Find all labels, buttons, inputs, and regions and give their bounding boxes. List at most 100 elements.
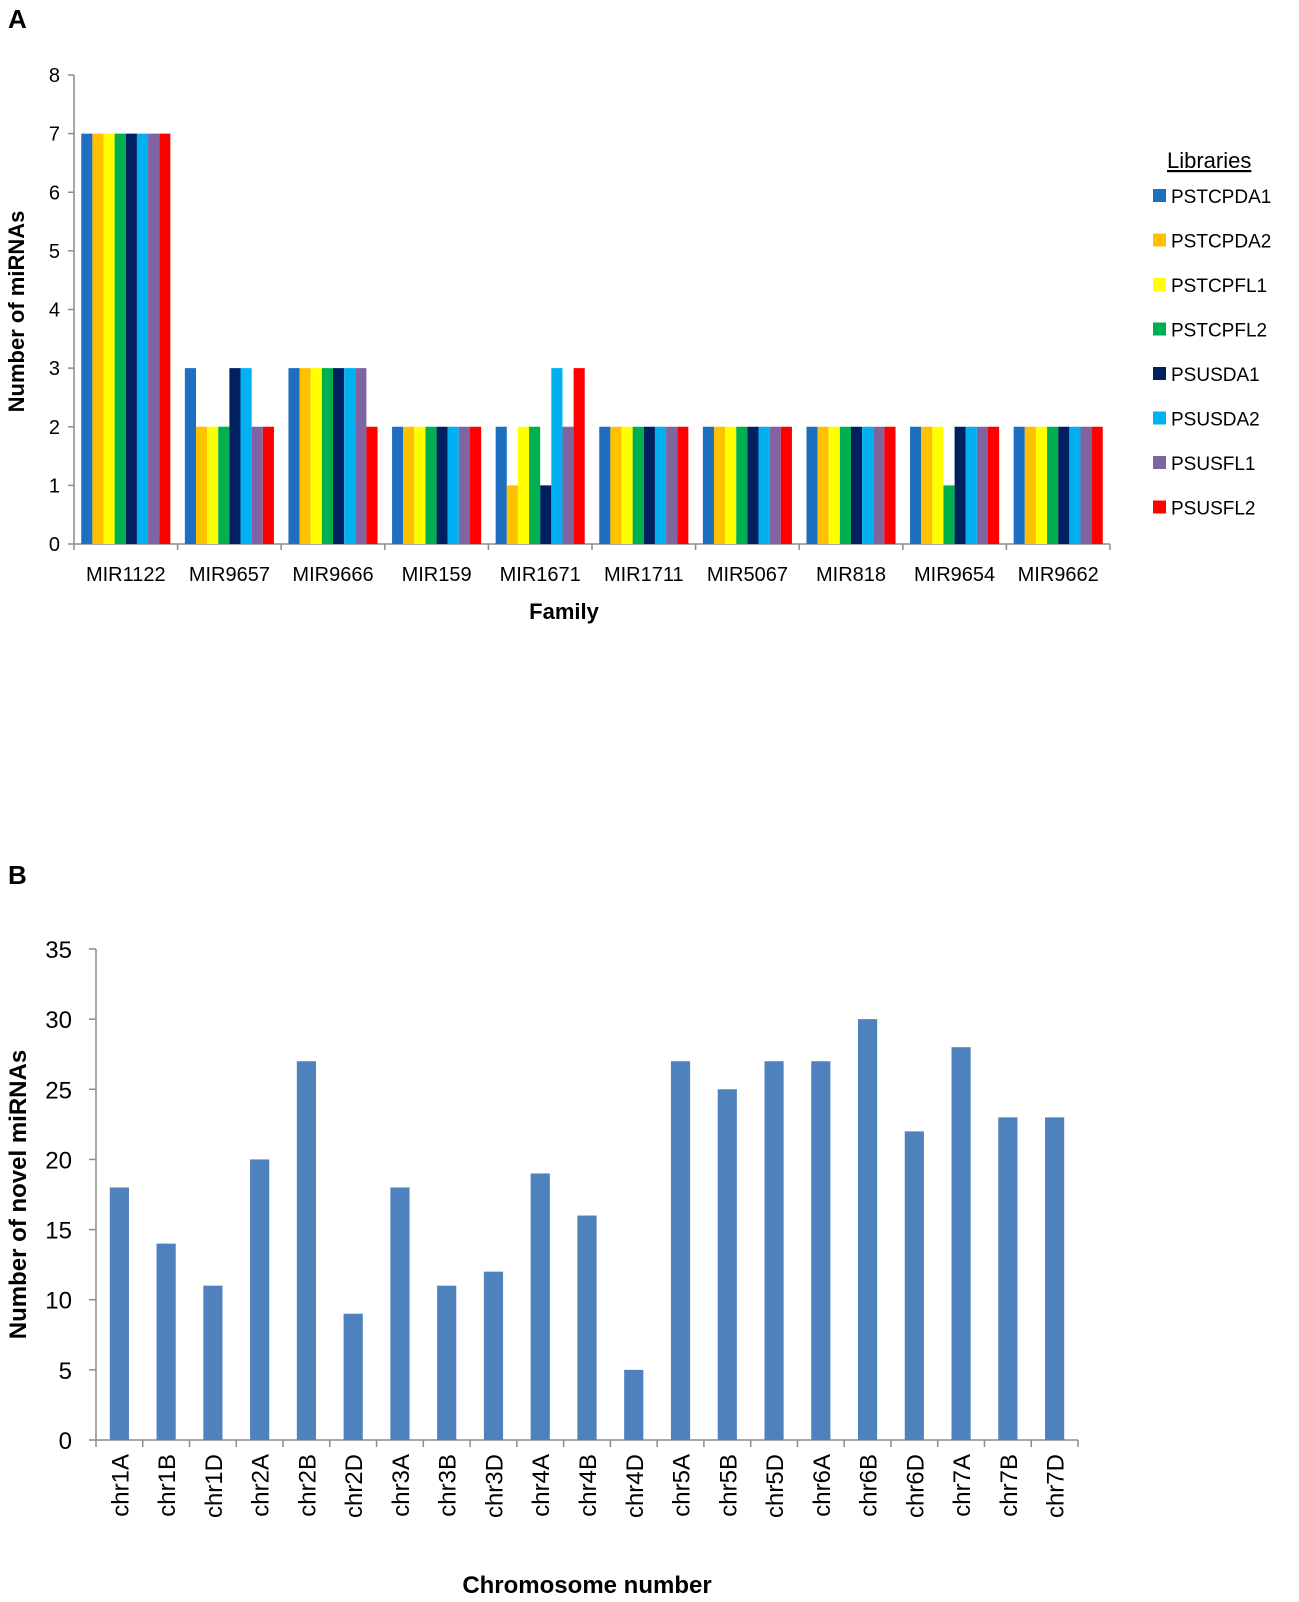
bar-MIR159-PSUSFL1 [458,426,471,544]
legend-swatch-PSUSFL1 [1153,456,1166,469]
x-tick-label: chr4B [575,1454,602,1517]
bar-chr5B [717,1089,737,1440]
bar-MIR1711-PSTCPFL2 [632,426,644,544]
bar-MIR5067-PSUSDA2 [758,426,770,544]
bar-MIR159-PSUSDA2 [447,426,459,544]
x-tick-label: chr7D [1043,1454,1070,1518]
x-axis-title: Chromosome number [462,1572,711,1599]
bar-MIR9666-PSTCPDA1 [288,368,300,544]
bar-MIR159-PSTCPFL2 [425,426,437,544]
bar-MIR9657-PSTCPDA2 [195,426,208,544]
x-tick-label: chr2A [248,1454,275,1517]
bar-MIR9657-PSTCPFL1 [207,426,219,544]
x-tick-label: chr2D [341,1454,368,1518]
bar-MIR9657-PSUSFL2 [262,426,274,544]
bar-MIR9657-PSUSFL1 [251,426,263,544]
x-tick-label: chr2B [294,1454,321,1517]
bar-chr2A [250,1159,270,1440]
bar-MIR9654-PSUSDA2 [965,426,977,544]
x-tick-label: chr7A [949,1454,976,1517]
x-tick-label: MIR9657 [189,564,270,586]
y-tick-label: 10 [45,1288,72,1315]
legend-label-PSTCPFL1: PSTCPFL1 [1171,276,1267,297]
bar-chr7D [1045,1117,1065,1440]
bar-MIR1671-PSTCPFL2 [529,426,541,544]
bar-MIR818-PSTCPFL1 [828,426,840,544]
chart-a: 0 1 2 3 4 5 6 7 8 MIR1122 MIR9657 MIR9666 MIR159 MIR1… [4,65,1271,624]
bar-chr3B [437,1285,457,1440]
bar-chr2D [343,1313,363,1440]
bar-MIR9662-PSUSDA2 [1069,426,1081,544]
bar-MIR159-PSUSDA1 [436,426,448,544]
bar-MIR1122-PSUSFL1 [148,133,160,544]
bar-MIR1711-PSTCPDA2 [610,426,622,544]
bar-MIR9666-PSUSFL2 [366,426,378,544]
bar-chr1D [203,1285,223,1440]
bar-MIR9666-PSUSFL1 [355,368,367,544]
x-tick-label: chr1A [107,1454,134,1517]
x-tick-label: chr5A [669,1454,696,1517]
bar-MIR9654-PSUSDA1 [954,426,966,544]
bar-chr5D [764,1061,784,1440]
legend-label-PSTCPDA1: PSTCPDA1 [1171,187,1271,208]
x-tick-label: chr7B [996,1454,1023,1517]
bar-MIR9662-PSUSDA1 [1058,426,1070,544]
y-tick-label: 35 [45,937,72,964]
bar-MIR9662-PSUSFL1 [1080,426,1092,544]
legend-title: Libraries [1167,148,1251,173]
bar-MIR5067-PSTCPDA2 [713,426,726,544]
bar-MIR1671-PSUSFL2 [573,368,585,544]
bar-chr4B [577,1215,597,1440]
bar-MIR818-PSUSDA1 [851,426,863,544]
bar-MIR159-PSTCPDA1 [392,426,404,544]
bar-MIR9654-PSTCPFL2 [943,485,955,544]
bar-chr7B [998,1117,1018,1440]
bar-MIR9662-PSTCPFL1 [1035,426,1048,544]
legend-label-PSUSFL1: PSUSFL1 [1171,454,1255,475]
bar-chr1B [156,1243,176,1440]
x-tick-label: chr4A [528,1454,555,1517]
x-tick-label: chr1D [201,1454,228,1518]
bar-MIR5067-PSUSDA1 [747,426,759,544]
bar-MIR1122-PSTCPFL1 [103,133,115,544]
bar-MIR9657-PSUSDA2 [240,368,252,544]
legend-swatch-PSUSDA1 [1153,367,1166,380]
x-tick-label: chr3B [435,1454,462,1517]
x-tick-label: MIR1671 [500,564,581,586]
x-tick-label: MIR159 [402,564,472,586]
bar-chr5A [670,1061,691,1440]
bar-MIR1122-PSUSDA2 [136,133,149,544]
x-tick-label: MIR5067 [707,564,788,586]
bar-MIR1671-PSTCPDA1 [495,426,507,544]
legend-label-PSTCPFL2: PSTCPFL2 [1171,321,1267,342]
x-axis-title: Family [529,599,599,624]
bar-MIR818-PSTCPDA2 [817,426,829,544]
bar-chr6D [904,1131,924,1440]
x-tick-label: MIR9666 [292,564,373,586]
bar-MIR9654-PSTCPDA2 [921,426,933,544]
bar-MIR818-PSUSFL2 [884,426,896,544]
bar-MIR9662-PSTCPDA2 [1024,426,1036,544]
legend-swatch-PSTCPDA2 [1153,233,1166,247]
y-axis-title: Number of novel miRNAs [5,1050,32,1339]
x-tick-label: MIR1711 [604,564,684,586]
bar-chr7A [951,1047,971,1440]
bar-MIR1711-PSTCPFL1 [621,426,633,544]
bar-MIR818-PSUSDA2 [862,426,874,544]
bar-MIR1671-PSUSDA1 [540,485,552,544]
bar-MIR1122-PSUSDA1 [125,133,137,544]
bar-MIR1711-PSUSFL2 [677,426,689,544]
bar-MIR5067-PSUSFL2 [780,426,792,544]
bar-MIR9666-PSUSDA1 [333,368,345,544]
x-tick-label: MIR9654 [914,564,995,586]
x-tick-label: chr6B [856,1454,883,1517]
legend-swatch-PSTCPFL1 [1153,278,1166,291]
legend-label-PSUSDA2: PSUSDA2 [1171,410,1260,431]
bar-MIR1711-PSUSDA2 [654,426,667,544]
legend-label-PSUSFL2: PSUSFL2 [1171,499,1255,520]
bar-MIR9654-PSUSFL1 [976,426,989,544]
x-tick-label: MIR818 [816,564,886,586]
bar-chr6A [811,1061,831,1440]
bar-MIR9654-PSUSFL2 [988,426,1000,544]
bar-MIR9654-PSTCPDA1 [910,426,922,544]
